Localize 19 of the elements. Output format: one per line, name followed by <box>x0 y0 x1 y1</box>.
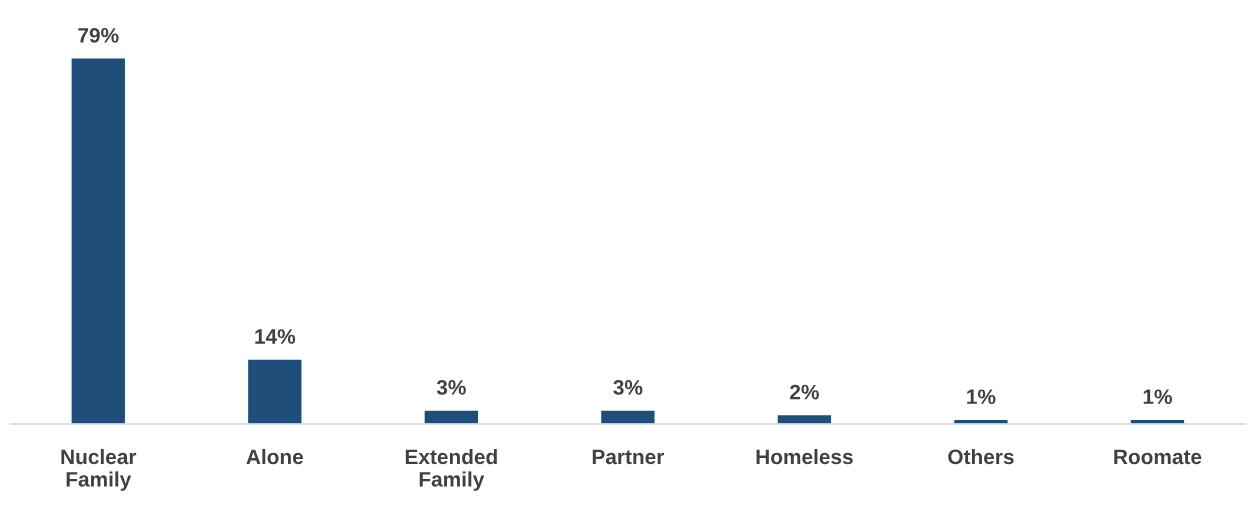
bar <box>599 409 656 424</box>
x-tick-label: Homeless <box>756 448 853 465</box>
bar <box>776 413 833 424</box>
bar <box>423 409 480 424</box>
data-label: 3% <box>436 380 466 395</box>
x-tick-label: Roomate <box>1114 449 1202 465</box>
x-tick-label: Extended Family <box>405 448 497 491</box>
data-label: 79% <box>78 27 119 43</box>
x-tick-label: Partner <box>592 449 665 465</box>
data-label: 1% <box>967 389 996 405</box>
data-label: 1% <box>1143 389 1172 405</box>
data-label: 3% <box>613 380 643 395</box>
data-label: 2% <box>790 384 819 400</box>
x-tick-label: Nuclear Family <box>61 448 137 491</box>
bar <box>246 358 303 424</box>
x-tick-label: Alone <box>246 448 304 465</box>
bar <box>70 57 127 424</box>
x-tick-label: Others <box>948 448 1014 465</box>
data-label: 14% <box>255 329 296 344</box>
